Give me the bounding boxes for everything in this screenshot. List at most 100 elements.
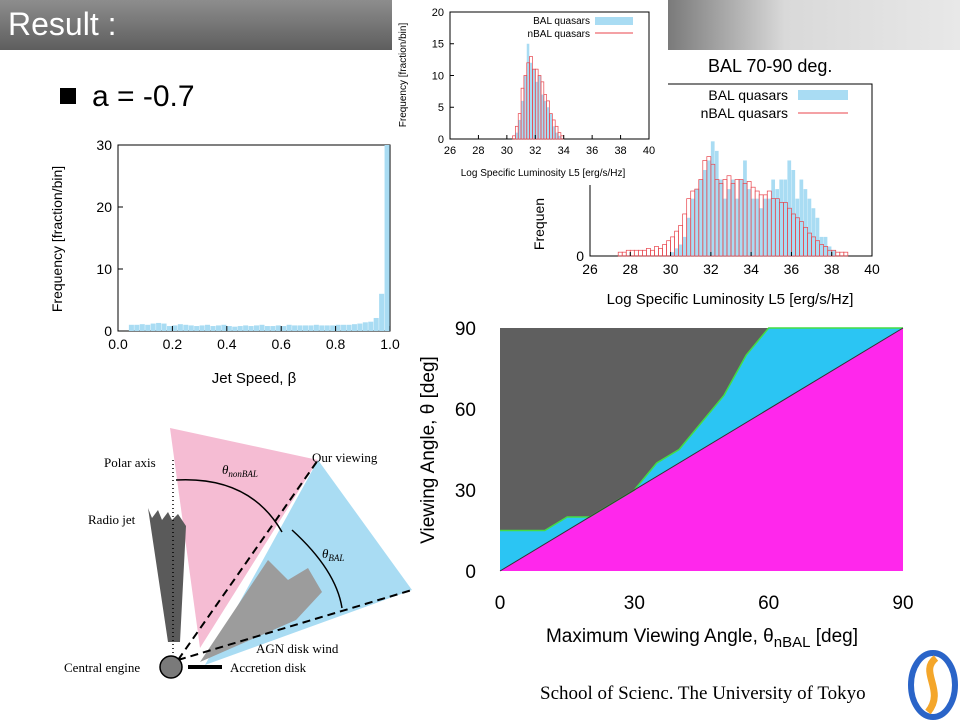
bar bbox=[297, 325, 303, 331]
bar bbox=[335, 324, 341, 331]
bal-bar bbox=[714, 150, 719, 256]
bal-bar bbox=[682, 236, 687, 256]
bal-bar bbox=[555, 132, 558, 139]
bal-bar bbox=[694, 189, 699, 256]
x-tick-label: 32 bbox=[529, 145, 541, 157]
bal-bar bbox=[706, 160, 711, 256]
y-axis-label: Frequency [fraction/bin] bbox=[49, 166, 65, 312]
legend-swatch bbox=[595, 17, 633, 25]
bal-bar bbox=[722, 198, 727, 256]
bar bbox=[302, 325, 308, 331]
bal-bar bbox=[783, 179, 788, 256]
x-tick-label: 0.4 bbox=[217, 336, 237, 352]
x-axis-label: Maximum Viewing Angle, θnBAL [deg] bbox=[546, 626, 858, 651]
bar bbox=[232, 326, 238, 331]
bullet-text: a = -0.7 bbox=[92, 80, 195, 113]
bar bbox=[205, 324, 211, 331]
x-tick-label: 1.0 bbox=[380, 336, 400, 352]
footer-text: School of Scienc. The University of Toky… bbox=[540, 683, 866, 704]
polar-axis-label: Polar axis bbox=[104, 455, 156, 470]
bal-bar bbox=[526, 43, 530, 139]
legend-label: nBAL quasars bbox=[528, 29, 590, 40]
bal-bar bbox=[735, 198, 739, 256]
x-tick-label: 0 bbox=[495, 593, 506, 614]
nbal-bar bbox=[658, 248, 663, 257]
bal-bar bbox=[543, 100, 547, 139]
theta-bal-label: θBAL bbox=[322, 546, 344, 563]
y-tick-label: 10 bbox=[432, 70, 444, 82]
bal-bar bbox=[811, 208, 816, 256]
bal-bar bbox=[747, 189, 751, 256]
bal-edge-line bbox=[177, 589, 413, 661]
x-tick-label: 36 bbox=[784, 261, 800, 277]
bal-bar bbox=[726, 189, 731, 256]
plot-frame bbox=[117, 144, 391, 332]
university-logo bbox=[908, 650, 958, 720]
bar bbox=[215, 325, 221, 331]
central-engine-label: Central engine bbox=[64, 660, 140, 675]
y-tick-label: 10 bbox=[96, 261, 112, 277]
bar bbox=[161, 323, 167, 331]
x-tick-label: 40 bbox=[864, 261, 880, 277]
bal-bar bbox=[670, 252, 675, 256]
bal-bar bbox=[552, 126, 555, 139]
bar bbox=[166, 326, 172, 331]
nbal-bar bbox=[654, 246, 659, 257]
bal-bar bbox=[815, 217, 820, 256]
nbal-bar bbox=[637, 249, 643, 257]
bar bbox=[286, 324, 292, 331]
region-boundary bbox=[500, 327, 903, 532]
radio-jet bbox=[148, 508, 186, 642]
bal-bar bbox=[767, 198, 771, 256]
bar bbox=[172, 325, 178, 331]
bar bbox=[199, 325, 205, 331]
legend-label: nBAL quasars bbox=[701, 105, 788, 121]
x-axis-label: Jet Speed, β bbox=[212, 370, 297, 387]
x-tick-label: 0.6 bbox=[271, 336, 291, 352]
bar bbox=[188, 325, 194, 331]
bar bbox=[384, 145, 390, 331]
x-tick-label: 34 bbox=[558, 145, 570, 157]
y-tick-label: 5 bbox=[438, 102, 444, 114]
theta-nonbal-label: θnonBAL bbox=[222, 462, 258, 479]
nbal-bar bbox=[662, 244, 667, 257]
bal-bar bbox=[518, 119, 521, 139]
bal-bar bbox=[678, 244, 683, 256]
x-tick-label: 34 bbox=[743, 261, 759, 277]
nbal-bar bbox=[650, 249, 655, 257]
bar bbox=[221, 324, 227, 331]
bal-bar bbox=[755, 198, 759, 256]
bal-bar bbox=[751, 198, 755, 256]
nonbal-cone bbox=[170, 428, 318, 648]
bal-bar bbox=[698, 179, 703, 256]
x-tick-label: 26 bbox=[444, 145, 456, 157]
bar bbox=[177, 324, 183, 331]
bar bbox=[275, 325, 281, 331]
bar bbox=[237, 326, 243, 331]
nbal-bar bbox=[835, 251, 841, 257]
disk-wind-label: AGN disk wind bbox=[256, 641, 339, 656]
bal-bar bbox=[779, 179, 784, 256]
legend-swatch bbox=[798, 90, 848, 100]
y-tick-label: 0 bbox=[465, 562, 476, 583]
legend-label: BAL quasars bbox=[708, 87, 788, 103]
slide-title: Result : bbox=[8, 6, 117, 42]
y-tick-label: 20 bbox=[432, 7, 444, 19]
x-tick-label: 36 bbox=[586, 145, 598, 157]
bar bbox=[373, 317, 379, 331]
x-tick-label: 26 bbox=[582, 261, 598, 277]
agn-schematic: Polar axis Our viewing Radio jet AGN dis… bbox=[64, 428, 413, 679]
bar bbox=[134, 324, 140, 331]
bullet-marker bbox=[60, 88, 76, 104]
bal-bar bbox=[538, 75, 541, 139]
nbal-bar bbox=[839, 251, 845, 257]
x-axis-label: Log Specific Luminosity L5 [erg/s/Hz] bbox=[607, 291, 854, 308]
nbal-bar bbox=[642, 249, 647, 257]
bal-bar bbox=[521, 100, 524, 139]
bal-bar bbox=[674, 248, 679, 256]
our-viewing-line bbox=[177, 459, 319, 661]
bar bbox=[248, 326, 254, 331]
bar bbox=[379, 293, 385, 331]
x-tick-label: 28 bbox=[622, 261, 638, 277]
nbal-bar bbox=[617, 251, 623, 257]
